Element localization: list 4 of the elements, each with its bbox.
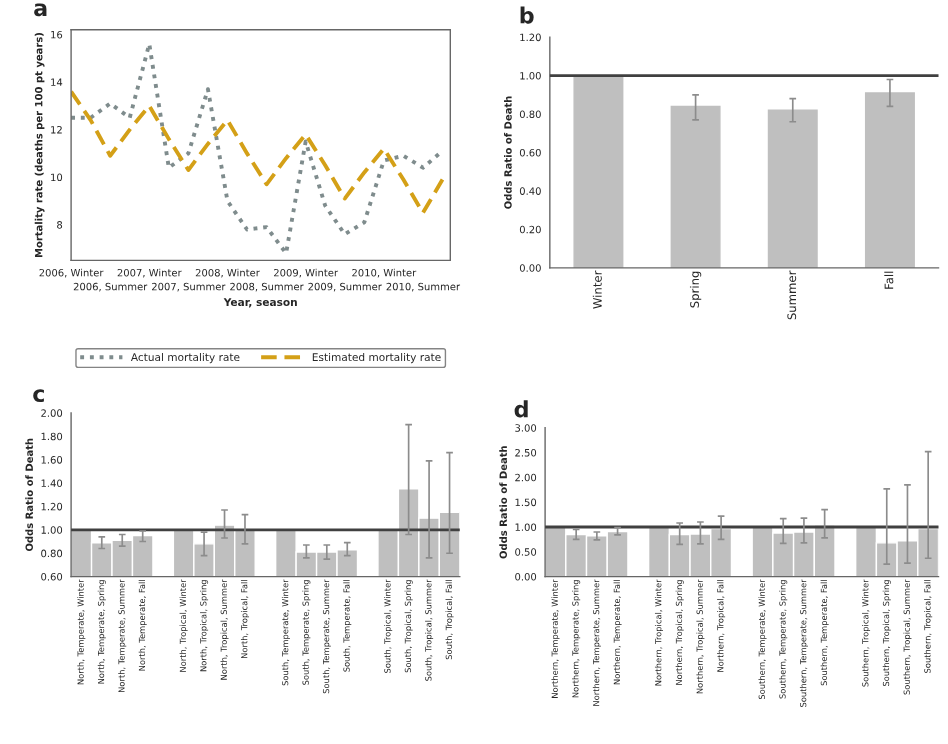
- chart-title: b: [520, 6, 534, 24]
- chart-title: d: [514, 400, 528, 418]
- chart-title: a: [34, 3, 47, 17]
- chart-title: c: [33, 389, 44, 403]
